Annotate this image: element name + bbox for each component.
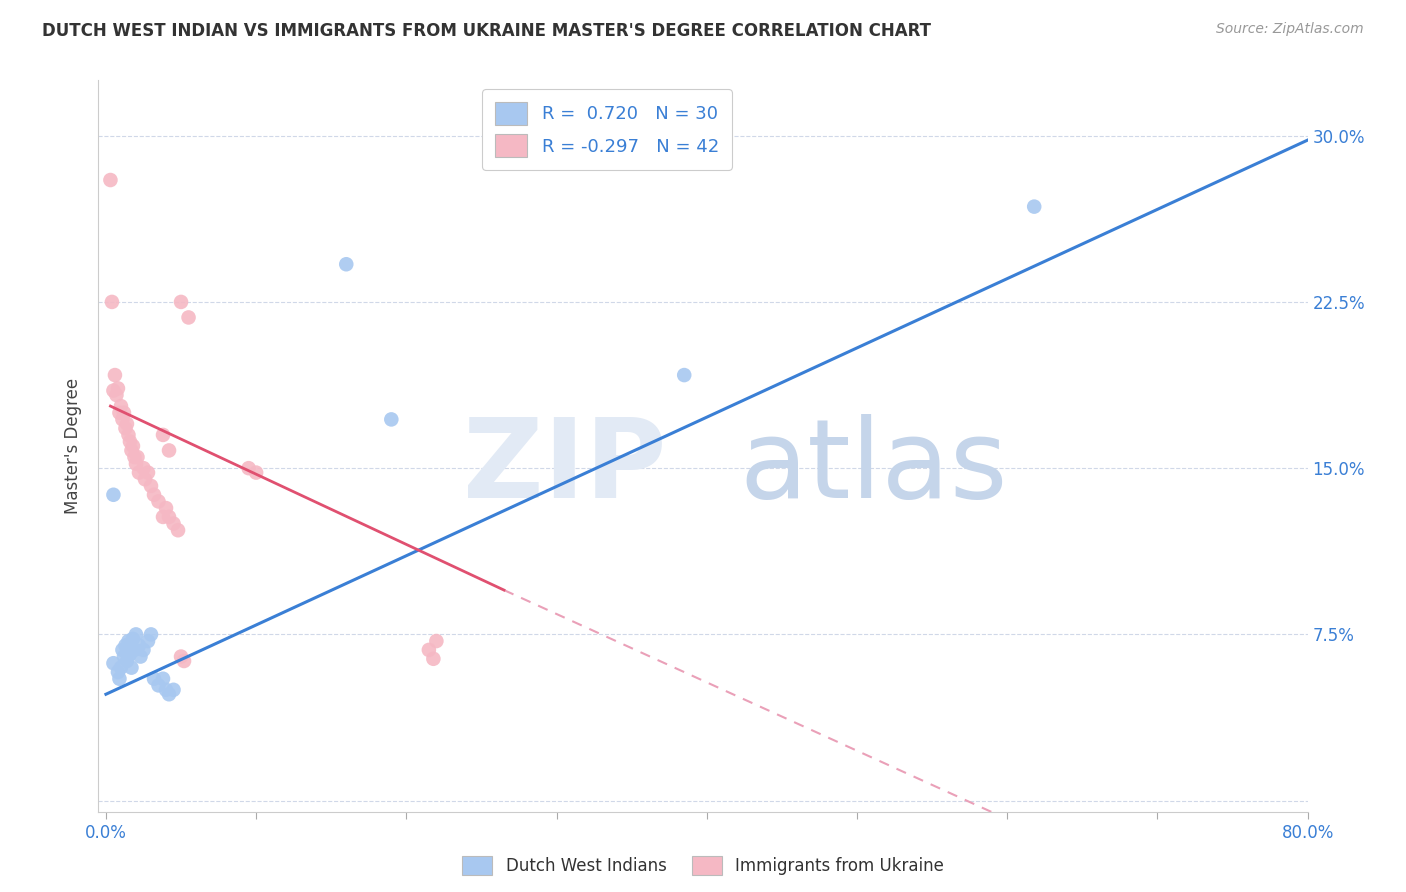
- Point: [117, 428, 139, 442]
- Point: [100, 173, 122, 187]
- Point: [122, 439, 145, 453]
- Point: [132, 643, 155, 657]
- Point: [143, 488, 166, 502]
- Point: [238, 461, 260, 475]
- Point: [117, 634, 139, 648]
- Point: [380, 412, 402, 426]
- Point: [107, 665, 129, 679]
- Point: [155, 682, 177, 697]
- Point: [121, 660, 143, 674]
- Point: [125, 457, 148, 471]
- Point: [121, 443, 143, 458]
- Point: [104, 368, 127, 382]
- Point: [167, 523, 190, 537]
- Point: [136, 466, 159, 480]
- Point: [108, 672, 131, 686]
- Point: [108, 406, 131, 420]
- Point: [1024, 200, 1046, 214]
- Point: [157, 443, 180, 458]
- Point: [155, 501, 177, 516]
- Point: [125, 627, 148, 641]
- Point: [110, 399, 132, 413]
- Text: DUTCH WEST INDIAN VS IMMIGRANTS FROM UKRAINE MASTER'S DEGREE CORRELATION CHART: DUTCH WEST INDIAN VS IMMIGRANTS FROM UKR…: [42, 22, 931, 40]
- Point: [105, 388, 128, 402]
- Text: atlas: atlas: [740, 415, 1008, 522]
- Point: [157, 510, 180, 524]
- Point: [110, 660, 132, 674]
- Point: [122, 632, 145, 646]
- Point: [422, 652, 444, 666]
- Text: Source: ZipAtlas.com: Source: ZipAtlas.com: [1216, 22, 1364, 37]
- Point: [103, 657, 125, 671]
- Point: [162, 516, 184, 531]
- Legend: R =  0.720   N = 30, R = -0.297   N = 42: R = 0.720 N = 30, R = -0.297 N = 42: [482, 89, 731, 170]
- Point: [152, 428, 174, 442]
- Point: [152, 672, 174, 686]
- Point: [112, 649, 135, 664]
- Point: [115, 417, 138, 431]
- Y-axis label: Master's Degree: Master's Degree: [65, 378, 83, 514]
- Point: [134, 472, 156, 486]
- Point: [107, 381, 129, 395]
- Legend: Dutch West Indians, Immigrants from Ukraine: Dutch West Indians, Immigrants from Ukra…: [454, 847, 952, 884]
- Point: [128, 466, 150, 480]
- Point: [124, 643, 146, 657]
- Point: [132, 461, 155, 475]
- Point: [112, 406, 135, 420]
- Point: [143, 672, 166, 686]
- Point: [111, 412, 134, 426]
- Point: [673, 368, 696, 382]
- Point: [124, 450, 146, 464]
- Point: [418, 643, 440, 657]
- Point: [157, 687, 180, 701]
- Point: [101, 294, 124, 309]
- Point: [148, 678, 170, 692]
- Point: [136, 634, 159, 648]
- Point: [111, 643, 134, 657]
- Point: [103, 488, 125, 502]
- Point: [118, 434, 141, 449]
- Point: [148, 494, 170, 508]
- Point: [335, 257, 357, 271]
- Point: [127, 450, 149, 464]
- Point: [115, 654, 138, 668]
- Point: [139, 479, 162, 493]
- Point: [170, 649, 193, 664]
- Text: ZIP: ZIP: [464, 415, 666, 522]
- Point: [103, 384, 125, 398]
- Point: [425, 634, 447, 648]
- Point: [152, 510, 174, 524]
- Point: [162, 682, 184, 697]
- Point: [139, 627, 162, 641]
- Point: [173, 654, 195, 668]
- Point: [170, 294, 193, 309]
- Point: [129, 649, 152, 664]
- Point: [114, 421, 136, 435]
- Point: [128, 639, 150, 653]
- Point: [245, 466, 267, 480]
- Point: [177, 310, 200, 325]
- Point: [114, 639, 136, 653]
- Point: [118, 648, 141, 662]
